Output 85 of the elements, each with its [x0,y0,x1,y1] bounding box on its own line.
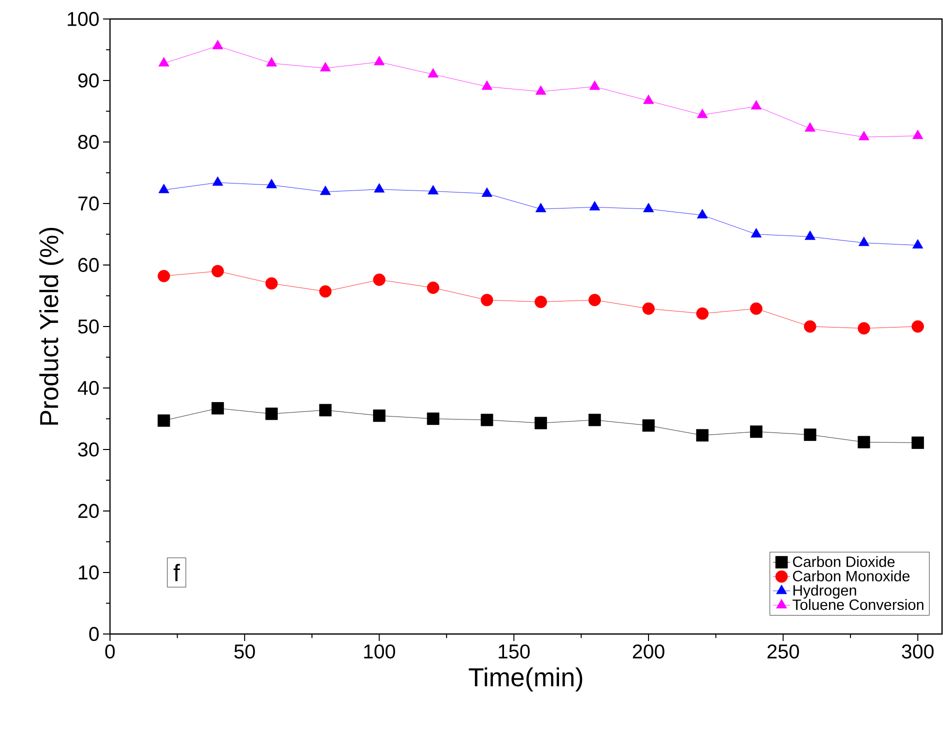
y-tick-label: 40 [78,380,99,396]
point [696,208,708,218]
point [858,130,870,140]
y-tick-label: 0 [89,626,99,642]
point [643,94,654,104]
y-tick-label: 50 [78,319,99,334]
legend-label: Toluene Conversion [792,599,924,610]
annotation: f [174,564,180,582]
x-tick-label: 300 [902,644,934,659]
point [804,428,816,441]
point [534,296,547,308]
point [374,56,385,66]
y-tick-label: 10 [78,565,99,580]
point [912,239,924,248]
point [373,409,386,422]
legend-label: Carbon Dioxide [793,556,895,568]
point [212,402,224,414]
legend-label: Carbon Monoxide [793,570,910,582]
point [482,80,492,90]
x-tick-label: 200 [632,644,664,659]
x-tick-label: 250 [768,644,799,659]
point [374,183,385,193]
point [158,270,170,282]
x-tick-label: 100 [364,644,396,659]
x-tick-label: 50 [234,644,255,659]
point [696,108,708,118]
point [804,122,816,132]
y-tick-label: 100 [68,12,99,26]
point [426,282,440,294]
point [588,414,601,426]
point [643,202,654,212]
point [750,228,762,238]
point [750,302,762,315]
point [428,185,438,194]
point [642,302,655,315]
point [320,62,331,72]
point [535,85,546,95]
point [804,320,816,333]
point [858,322,870,335]
x-tick-label: 150 [498,644,530,659]
point [589,80,600,90]
point [750,100,762,110]
y-tick-label: 70 [78,196,99,211]
y-tick-label: 60 [78,258,99,272]
point [319,404,332,416]
point [696,429,709,442]
y-tick-label: 20 [78,504,99,518]
point [265,277,278,290]
point [588,294,601,306]
legend-label: Hydrogen [793,584,856,599]
point [858,436,870,448]
point [482,187,492,197]
point [750,425,762,438]
point [589,200,600,210]
point [266,178,277,188]
y-tick-label: 90 [78,73,99,88]
point [696,307,709,320]
point [265,408,278,420]
point [373,274,386,286]
point [158,57,170,66]
point [212,40,224,50]
point [535,202,546,212]
point [319,285,332,298]
x-tick-label: 0 [105,644,115,659]
x-axis-title: Time(min) [468,667,582,692]
y-axis-title: Product Yield (%) [39,228,64,425]
y-tick-label: 30 [78,442,99,457]
point [480,294,494,306]
point [158,414,170,427]
point [858,236,870,246]
point [158,184,170,194]
point [912,320,924,333]
point [804,230,816,240]
point [480,414,494,426]
point [642,419,655,432]
point [212,264,224,278]
point [212,176,224,186]
point [428,68,438,78]
point [266,57,277,66]
y-tick-label: 80 [78,134,99,150]
point [912,130,924,140]
point [912,436,924,449]
point [426,412,440,425]
point [320,186,331,195]
point [534,416,547,430]
